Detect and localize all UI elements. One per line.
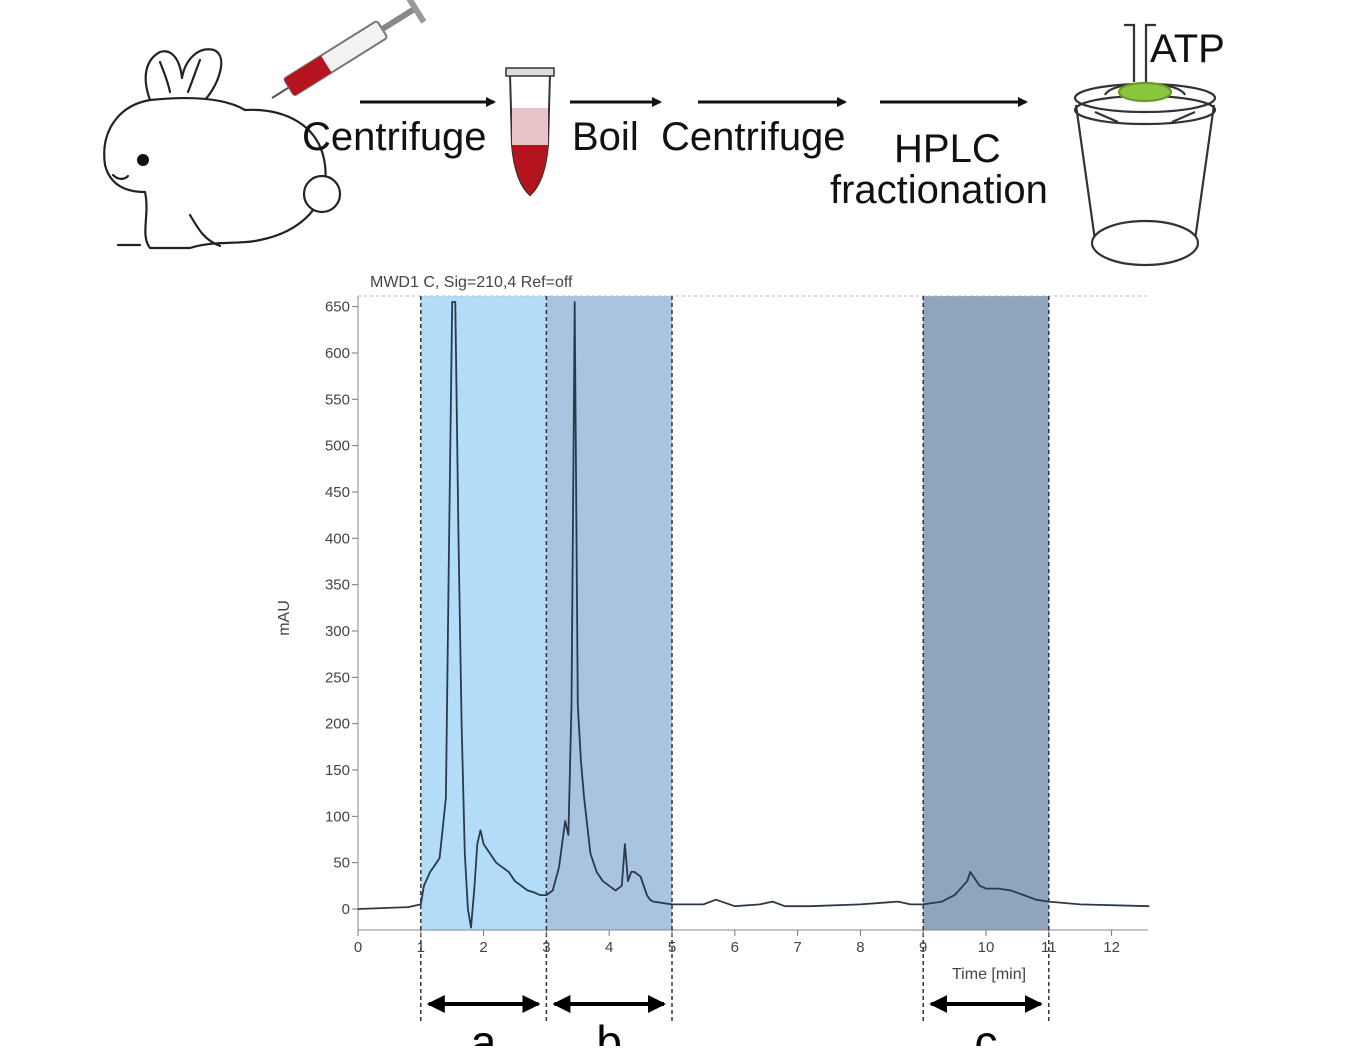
x-tick-label: 0 xyxy=(354,939,362,956)
fraction-band-c xyxy=(923,296,1049,930)
x-axis-label: Time [min] xyxy=(952,966,1026,983)
fraction-band-a xyxy=(420,296,547,930)
x-tick-label: 12 xyxy=(1103,939,1120,956)
x-tick-label: 6 xyxy=(731,939,739,956)
x-tick-label: 3 xyxy=(542,939,550,956)
y-tick-label: 650 xyxy=(325,299,350,316)
y-tick-label: 0 xyxy=(342,901,350,918)
y-tick-label: 50 xyxy=(333,855,350,872)
x-tick-label: 1 xyxy=(417,939,425,956)
step-label-centrifuge-2: Centrifuge xyxy=(661,115,846,159)
chromatogram-line xyxy=(357,301,1150,929)
x-tick-label: 4 xyxy=(605,939,613,956)
x-tick-label: 8 xyxy=(856,939,864,956)
plot-frame xyxy=(357,295,1148,1024)
y-tick-label: 600 xyxy=(325,345,350,362)
fraction-label-c: c xyxy=(975,1016,998,1046)
chart-title: MWD1 C, Sig=210,4 Ref=off xyxy=(370,274,573,291)
y-tick-label: 250 xyxy=(325,669,350,686)
step-label-centrifuge: Centrifuge xyxy=(302,115,487,159)
y-tick-label: 150 xyxy=(325,762,350,779)
syringe-icon xyxy=(271,0,427,99)
x-tick-label: 2 xyxy=(479,939,487,956)
fraction-bands xyxy=(420,296,1049,930)
fraction-band-b xyxy=(546,296,672,930)
x-tick-label: 7 xyxy=(793,939,801,956)
y-axis-ticks: 0 50 100 150 200 250 300 350 400 450 500 550 600 650 xyxy=(325,299,358,918)
step-label-fractionation: fractionation xyxy=(830,168,1048,212)
y-tick-label: 350 xyxy=(325,577,350,594)
x-tick-label: 9 xyxy=(919,939,927,956)
step-label-hplc: HPLC xyxy=(894,127,1001,171)
fraction-label-b: b xyxy=(596,1016,622,1046)
y-tick-label: 450 xyxy=(325,484,350,501)
y-tick-label: 200 xyxy=(325,716,350,733)
x-tick-label: 11 xyxy=(1041,939,1057,956)
chromatogram-chart: 050100150200250300350400450500550600650 … xyxy=(276,274,1150,1051)
x-tick-label: 5 xyxy=(668,939,676,956)
x-tick-label: 10 xyxy=(978,939,995,956)
y-tick-label: 550 xyxy=(325,391,350,408)
y-tick-label: 100 xyxy=(325,808,350,825)
y-tick-label: 300 xyxy=(325,623,350,640)
blood-tube-icon xyxy=(505,67,555,197)
chart-series xyxy=(357,301,1150,929)
y-axis-label: mAU xyxy=(276,600,293,636)
x-axis-ticks: 0 1 2 3 4 5 6 7 8 9 10 11 12 xyxy=(354,930,1120,956)
fraction-arrows: a b c xyxy=(426,995,1043,1051)
rabbit-icon xyxy=(103,48,342,250)
atp-container-icon xyxy=(1073,23,1217,267)
product-label-atp: ATP xyxy=(1150,27,1225,71)
fraction-label-a: a xyxy=(471,1016,497,1046)
y-tick-label: 500 xyxy=(325,438,350,455)
y-tick-label: 400 xyxy=(325,530,350,547)
step-label-boil: Boil xyxy=(572,115,639,159)
